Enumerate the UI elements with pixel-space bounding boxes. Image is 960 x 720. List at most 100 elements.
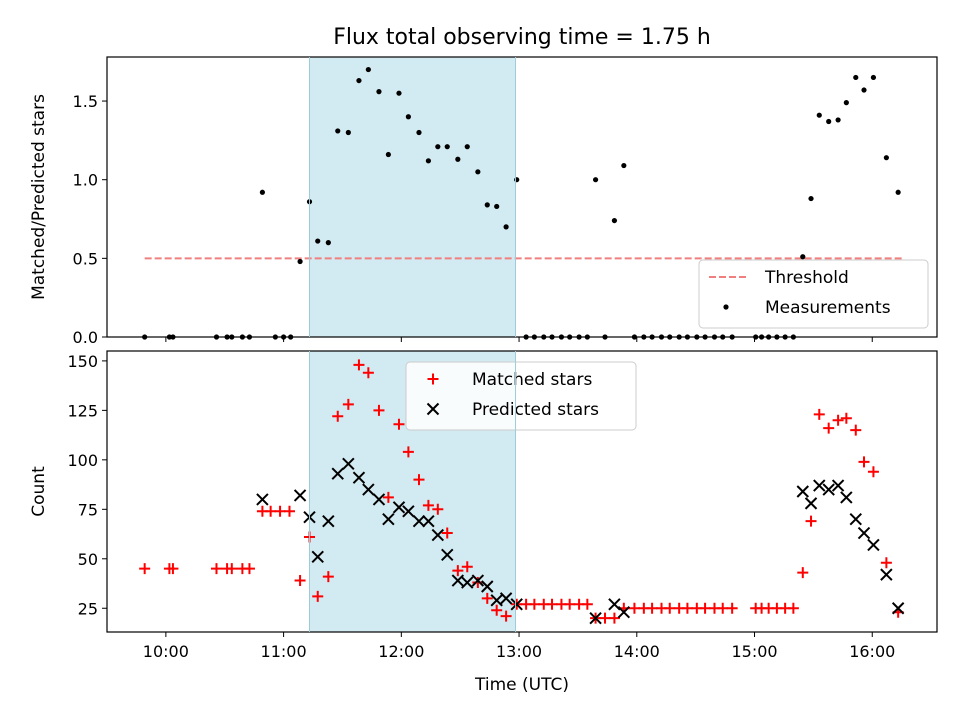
y-axis-label: Count: [29, 466, 49, 517]
legend: Threshold Measurements: [698, 259, 929, 329]
measurement-point: [325, 240, 331, 246]
matched-point: [226, 563, 238, 575]
predicted-point: [840, 491, 853, 504]
matched-point: [840, 412, 852, 424]
matched-point: [608, 612, 620, 624]
predicted-point: [461, 576, 474, 589]
matched-point: [452, 565, 464, 577]
matched-point: [581, 598, 593, 610]
measurement-point: [621, 162, 627, 169]
matched-point: [646, 602, 658, 614]
measurement-point: [365, 66, 371, 73]
y-tick-label: 125: [67, 401, 98, 420]
legend-x-swatch: [426, 402, 440, 416]
matched-point: [441, 527, 453, 539]
matched-point: [432, 503, 444, 515]
matched-point: [332, 410, 344, 422]
measurement-point: [853, 74, 859, 81]
matched-point: [342, 398, 354, 410]
y-tick-label: 0.0: [73, 328, 98, 347]
predicted-point: [796, 485, 809, 498]
matched-point: [664, 602, 676, 614]
matched-point: [353, 359, 365, 371]
matched-point: [528, 598, 540, 610]
matched-point: [461, 561, 473, 573]
legend-plus-swatch: [427, 373, 439, 385]
legend-box: [698, 259, 929, 329]
predicted-point: [441, 548, 454, 562]
measurement-point: [315, 238, 321, 244]
x-axis-label: Time (UTC): [474, 675, 569, 695]
y-tick-label: 25: [78, 599, 98, 618]
x-tick-label: 12:00: [378, 642, 424, 661]
matched-point: [628, 602, 640, 614]
predicted-point: [392, 501, 406, 514]
y-tick-label: 50: [78, 550, 98, 569]
predicted-point: [804, 497, 818, 510]
matched-point: [805, 515, 817, 527]
matched-point: [322, 571, 334, 583]
measurement-point: [425, 158, 432, 164]
predicted-point: [499, 592, 513, 605]
x-tick-label: 10:00: [143, 642, 189, 661]
matched-point: [413, 474, 425, 486]
axes-frame: [106, 350, 938, 633]
predicted-point: [822, 483, 835, 496]
measurement-point: [895, 189, 901, 195]
predicted-point: [372, 493, 386, 506]
measurement-point: [356, 77, 362, 84]
measurement-point: [816, 112, 822, 118]
top-panel: 0.0 0.5 1.0 1.5 Flux total observing time =…: [29, 25, 938, 347]
matched-point: [294, 575, 306, 587]
measurement-point: [611, 217, 618, 224]
predicted-point: [589, 611, 602, 625]
x-tick-label: 14:00: [614, 642, 660, 661]
measurement-point: [345, 129, 351, 136]
predicted-point: [481, 580, 494, 593]
matched-point: [481, 592, 493, 604]
matched-point: [283, 505, 295, 517]
x-tick-label: 15:00: [731, 642, 777, 661]
matched-point: [167, 563, 179, 575]
matched-point: [210, 563, 222, 575]
matched-point: [500, 610, 512, 622]
x-tick-label: 11:00: [261, 642, 307, 661]
measurement-point: [405, 114, 411, 120]
matched-point: [393, 418, 405, 430]
matched-point: [265, 505, 277, 517]
y-tick-label: 100: [67, 451, 98, 470]
count-points: [139, 359, 905, 625]
predicted-point: [867, 538, 880, 552]
matched-point: [139, 563, 151, 575]
measurement-point: [800, 254, 806, 260]
legend-box: [405, 361, 637, 431]
predicted-point: [352, 471, 366, 484]
matched-point: [867, 466, 879, 478]
matched-point: [274, 505, 286, 517]
predicted-point: [382, 512, 395, 526]
top-axes: 0.0 0.5 1.0 1.5: [73, 56, 938, 347]
matched-point: [717, 602, 729, 614]
predicted-point: [256, 493, 269, 506]
measurement-point: [464, 144, 470, 150]
predicted-point: [422, 514, 435, 528]
matched-point: [880, 557, 892, 569]
shaded-region: [309, 57, 516, 337]
bottom-axes: 25 50 75 100 125 150 10:00 11:00 12:00 13:00 14:00…: [67, 350, 938, 661]
matched-point: [823, 422, 835, 434]
predicted-point: [849, 512, 862, 526]
matched-point: [797, 567, 809, 579]
measurement-point: [335, 128, 341, 134]
bottom-panel: 25 50 75 100 125 150 10:00 11:00 12:00 13:00 14:00…: [29, 350, 938, 695]
legend-label: Predicted stars: [472, 400, 599, 420]
measurement-point: [592, 177, 599, 183]
matched-point: [832, 414, 844, 426]
matched-point: [546, 598, 558, 610]
measurement-point: [475, 169, 481, 175]
predicted-point: [490, 594, 503, 607]
predicted-point: [471, 574, 485, 587]
predicted-point: [293, 489, 307, 502]
measurement-point: [514, 177, 520, 183]
measurement-point: [297, 258, 303, 265]
